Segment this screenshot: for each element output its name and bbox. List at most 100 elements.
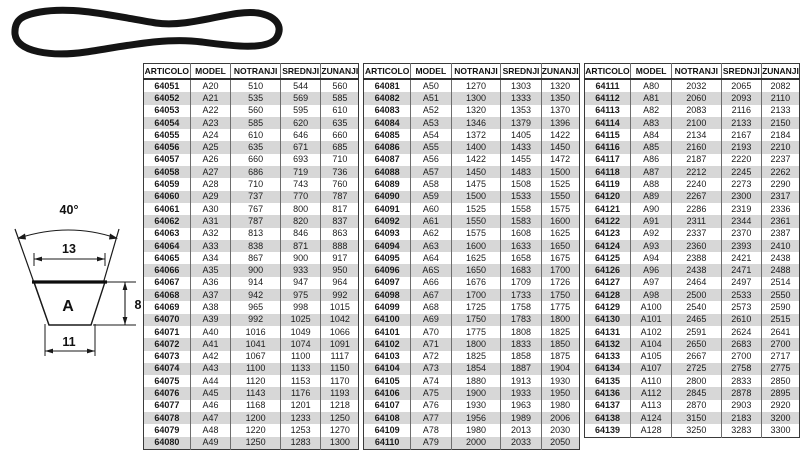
cell-articolo: 64054 <box>154 117 180 128</box>
cell-zunanji: 2920 <box>760 399 800 413</box>
cell-notranji: 838 <box>230 239 281 253</box>
cell-notranji: 2650 <box>670 338 722 351</box>
cell-zunanji: 1750 <box>540 289 580 302</box>
cell-srednji: 1887 <box>500 362 542 376</box>
cell-articolo: 64089 <box>374 179 400 190</box>
column-header-zunanji: ZUNANJI <box>760 63 800 80</box>
column-header-zunanji: ZUNANJI <box>320 63 359 80</box>
cell-srednji: 846 <box>279 227 321 240</box>
cell-srednji: 1989 <box>500 412 542 425</box>
cell-articolo: 64133 <box>594 351 620 362</box>
cell-model: A107 <box>630 362 672 376</box>
cell-notranji: 1500 <box>450 190 501 203</box>
cell-model: A110 <box>630 375 672 388</box>
cell-model: A82 <box>630 104 672 117</box>
table-row: 64119 A88 2240 2273 2290 <box>584 178 800 191</box>
cell-model: A40 <box>189 325 231 339</box>
table-row: 64125 A94 2388 2421 2438 <box>584 252 800 265</box>
cell-srednji: 2624 <box>720 325 762 339</box>
cell-zunanji: 3200 <box>760 412 800 425</box>
table-row: 64134 A107 2725 2758 2775 <box>584 362 800 376</box>
cell-articolo: 64073 <box>154 351 180 362</box>
cell-articolo: 64061 <box>154 203 180 214</box>
cell-model: A21 <box>189 92 231 105</box>
cell-model: A75 <box>409 387 452 400</box>
cell-zunanji: 817 <box>320 202 359 216</box>
cell-notranji: 2160 <box>670 141 722 154</box>
cell-srednji: 1133 <box>279 362 321 376</box>
cell-model: A78 <box>409 424 452 437</box>
cell-model: A85 <box>630 141 672 154</box>
cell-articolo: 64079 <box>154 424 180 435</box>
dim8-arrow-bottom <box>122 317 128 325</box>
cell-notranji: 2286 <box>670 202 722 216</box>
table-row: 64101 A70 1775 1808 1825 <box>364 325 580 339</box>
cell-zunanji: 1600 <box>540 215 580 228</box>
table-row: 64092 A61 1550 1583 1600 <box>363 215 580 228</box>
cell-model: A53 <box>409 116 452 130</box>
cell-model: A93 <box>630 239 672 253</box>
cell-articolo: 64117 <box>595 154 620 165</box>
table-row: 64088 A57 1450 1483 1500 <box>363 166 580 179</box>
cell-articolo: 64130 <box>594 314 620 325</box>
cell-srednji: 998 <box>279 301 321 314</box>
cell-srednji: 820 <box>279 215 321 228</box>
cell-articolo: 64129 <box>594 301 620 312</box>
table-row: 64069 A38 965 998 1015 <box>144 301 359 314</box>
cell-srednji: 1783 <box>500 313 542 326</box>
cell-zunanji: 1775 <box>540 301 580 314</box>
table-row: 64066 A35 900 933 950 <box>143 264 359 277</box>
table-row: 64054 A23 585 620 635 <box>143 116 359 130</box>
column-header-srednji: SREDNJI <box>279 63 321 80</box>
cell-articolo: 64094 <box>374 240 400 251</box>
cell-notranji: 1100 <box>230 362 281 376</box>
cell-notranji: 2540 <box>670 301 722 314</box>
cell-model: A96 <box>630 264 672 277</box>
cell-articolo: 64075 <box>154 375 180 386</box>
table-row: 64108 A77 1956 1989 2006 <box>363 412 580 425</box>
cell-zunanji: 1500 <box>540 166 580 179</box>
cell-articolo: 64138 <box>594 412 620 423</box>
cell-srednji: 2758 <box>720 362 762 376</box>
cell-notranji: 1725 <box>450 301 501 314</box>
cell-model: A32 <box>189 227 231 240</box>
cell-articolo: 64070 <box>154 314 180 325</box>
cell-notranji: 1775 <box>450 325 501 339</box>
cell-notranji: 1067 <box>230 350 281 363</box>
column-header-model: MODEL <box>189 63 231 80</box>
column-header-zunanji: ZUNANJI <box>540 63 580 80</box>
cell-articolo: 64053 <box>154 105 180 116</box>
cell-zunanji: 1675 <box>540 252 580 265</box>
table-row: 64056 A25 635 671 685 <box>143 141 359 154</box>
table-row: 64129 A100 2540 2573 2590 <box>584 301 800 314</box>
cell-notranji: 585 <box>230 116 281 130</box>
cell-articolo: 64125 <box>594 252 620 263</box>
table-row: 64057 A26 660 693 710 <box>144 153 359 167</box>
cell-zunanji: 1472 <box>540 153 580 167</box>
cell-model: A81 <box>630 92 672 105</box>
cell-zunanji: 2700 <box>760 338 800 351</box>
cell-notranji: 2100 <box>670 116 722 130</box>
cell-notranji: 2667 <box>670 350 722 363</box>
cell-zunanji: 2514 <box>760 276 800 290</box>
table-row: 64113 A82 2083 2116 2133 <box>584 104 800 117</box>
cell-articolo: 64108 <box>374 412 400 423</box>
cell-notranji: 2311 <box>670 215 722 228</box>
cell-srednji: 2683 <box>720 338 762 351</box>
cell-model: A49 <box>189 436 231 450</box>
cell-model: A26 <box>189 153 231 167</box>
cell-model: A71 <box>409 338 452 351</box>
cell-articolo: 64116 <box>595 142 620 153</box>
belt-size-tables: ARTICOLO MODEL NOTRANJI SREDNJI ZUNANJI 64051… <box>143 63 800 450</box>
cell-articolo: 64121 <box>594 203 620 214</box>
cell-srednji: 1074 <box>279 338 321 351</box>
cell-articolo: 64052 <box>154 92 180 103</box>
cell-zunanji: 560 <box>320 79 359 93</box>
cell-model: A39 <box>189 313 231 326</box>
cell-model: A46 <box>189 399 231 413</box>
cell-srednji: 3283 <box>720 424 762 438</box>
table-row: 64055 A24 610 646 660 <box>144 129 359 142</box>
cell-model: A36 <box>189 276 231 290</box>
cell-model: A88 <box>630 178 672 191</box>
cell-srednji: 2167 <box>720 129 762 142</box>
